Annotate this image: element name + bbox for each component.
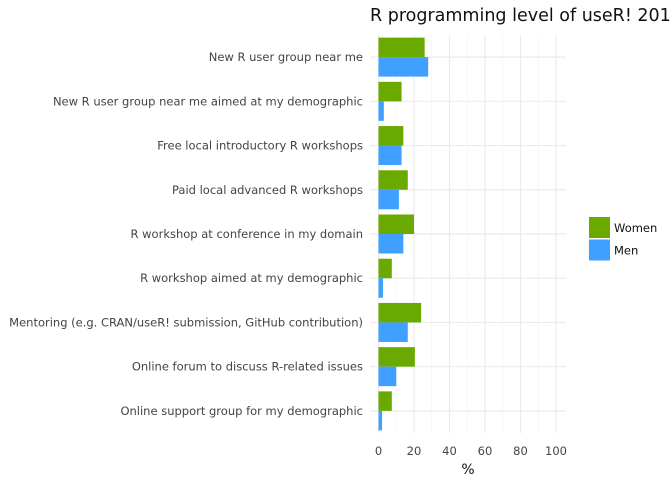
bar-men[interactable] xyxy=(378,57,429,77)
bar-men[interactable] xyxy=(378,278,383,298)
bar-men[interactable] xyxy=(378,189,399,210)
category-label: Online forum to discuss R-related issues xyxy=(132,360,363,374)
legend-label-men: Men xyxy=(614,244,638,258)
category-label: R workshop aimed at my demographic xyxy=(140,271,363,285)
legend: Women Men xyxy=(589,217,657,261)
bar-women[interactable] xyxy=(378,81,402,102)
bar-women[interactable] xyxy=(378,214,415,235)
bar-men[interactable] xyxy=(378,366,397,387)
bar-men[interactable] xyxy=(378,145,402,166)
x-axis-title: % xyxy=(461,462,474,478)
x-tick-labels: 0 20 40 60 80 100 xyxy=(375,444,567,458)
legend-swatch-women[interactable] xyxy=(589,217,610,238)
bar-men[interactable] xyxy=(378,322,408,342)
bar-men[interactable] xyxy=(378,234,404,254)
category-label: Mentoring (e.g. CRAN/useR! submission, G… xyxy=(9,315,363,329)
bar-women[interactable] xyxy=(378,302,422,323)
bar-men[interactable] xyxy=(378,410,383,431)
bars xyxy=(378,37,429,431)
category-label: New R user group near me xyxy=(209,50,363,64)
x-tick-label: 60 xyxy=(478,444,493,458)
category-label: Online support group for my demographic xyxy=(120,404,363,418)
category-label: R workshop at conference in my domain xyxy=(131,227,364,241)
bar-women[interactable] xyxy=(378,391,392,411)
bar-women[interactable] xyxy=(378,170,408,190)
bar-men[interactable] xyxy=(378,101,384,121)
legend-swatch-men[interactable] xyxy=(589,239,610,261)
bar-women[interactable] xyxy=(378,347,415,367)
category-label: Paid local advanced R workshops xyxy=(172,183,363,197)
x-tick-label: 40 xyxy=(442,444,457,458)
chart-title: R programming level of useR! 201 xyxy=(370,6,671,26)
bar-women[interactable] xyxy=(378,37,425,58)
category-label: New R user group near me aimed at my dem… xyxy=(53,94,363,108)
x-tick-label: 100 xyxy=(545,444,567,458)
x-tick-label: 80 xyxy=(513,444,528,458)
x-tick-label: 20 xyxy=(407,444,422,458)
bar-women[interactable] xyxy=(378,126,404,146)
legend-label-women: Women xyxy=(614,221,657,235)
category-label: Free local introductory R workshops xyxy=(157,139,363,153)
bar-women[interactable] xyxy=(378,258,392,279)
grid-lines xyxy=(370,35,566,433)
category-labels: New R user group near me New R user group… xyxy=(9,50,363,418)
x-tick-label: 0 xyxy=(375,444,382,458)
